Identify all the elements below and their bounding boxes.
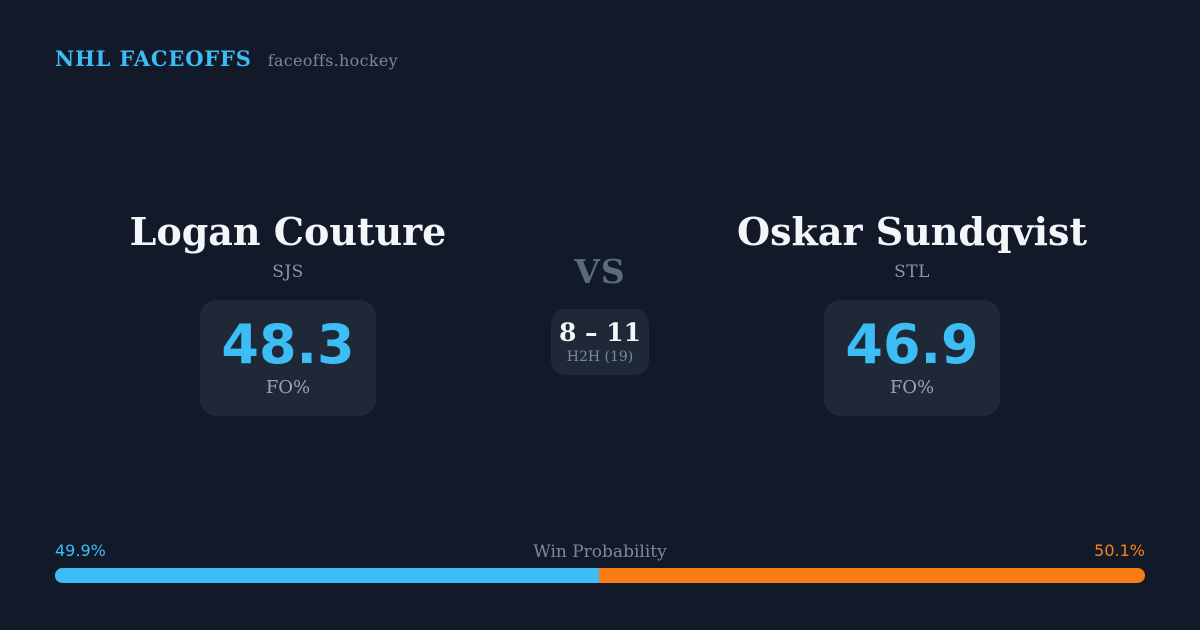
header: NHL FACEOFFS faceoffs.hockey (55, 46, 398, 71)
win-probability-bar-left-segment (55, 568, 599, 583)
player-left-team: SJS (272, 261, 304, 282)
player-left-stat-label: FO% (265, 377, 311, 399)
player-left-stat-value: 48.3 (221, 313, 355, 377)
player-left-column: Logan Couture SJS 48.3 FO% (55, 210, 521, 416)
player-right-stat-value: 46.9 (845, 313, 979, 377)
win-probability-bar (55, 568, 1145, 583)
player-right-column: Oskar Sundqvist STL 46.9 FO% (679, 210, 1145, 416)
site-url: faceoffs.hockey (267, 51, 398, 70)
win-probability-title: Win Probability (533, 542, 667, 562)
player-left-stat-box: 48.3 FO% (200, 299, 376, 416)
player-right-stat-label: FO% (889, 377, 935, 399)
h2h-box: 8 – 11 H2H (19) (551, 309, 649, 375)
vs-column: VS 8 – 11 H2H (19) (521, 210, 679, 375)
win-probability-left-pct: 49.9% (55, 541, 106, 560)
h2h-record: 8 – 11 (558, 318, 642, 348)
win-probability-right-pct: 50.1% (1094, 541, 1145, 560)
player-right-stat-box: 46.9 FO% (824, 299, 1000, 416)
player-right-name: Oskar Sundqvist (737, 209, 1087, 254)
brand-logo-text: NHL FACEOFFS (55, 46, 252, 71)
player-right-team: STL (894, 261, 930, 282)
player-left-name: Logan Couture (129, 209, 447, 254)
h2h-label: H2H (19) (566, 348, 634, 365)
vs-label: VS (574, 252, 626, 291)
